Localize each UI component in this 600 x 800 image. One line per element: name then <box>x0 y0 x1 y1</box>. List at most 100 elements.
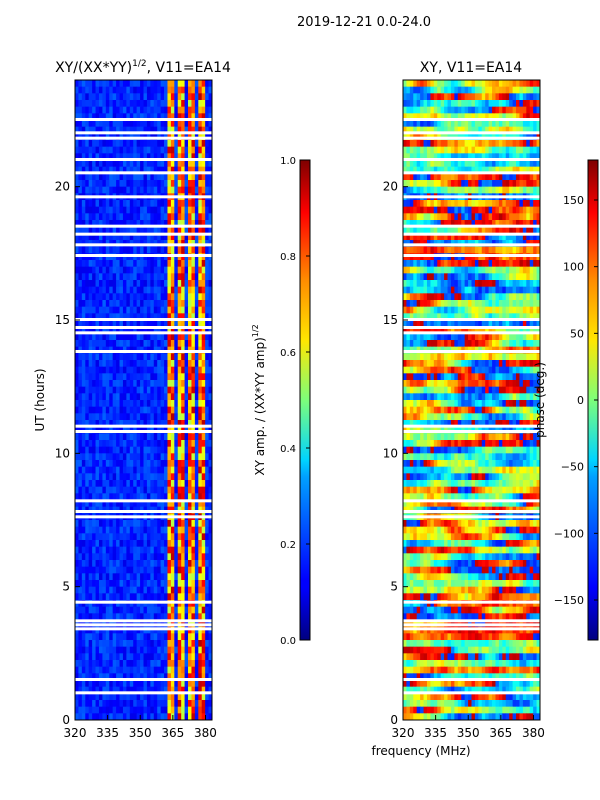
heatmap-cell <box>92 566 96 574</box>
heatmap-cell <box>119 640 124 648</box>
heatmap-cell <box>88 186 93 194</box>
heatmap-cell <box>205 526 209 534</box>
heatmap-cell <box>119 200 124 208</box>
heatmap-cell <box>116 540 120 548</box>
heatmap-cell <box>208 313 213 321</box>
heatmap-cell <box>119 466 124 474</box>
heatmap-cell <box>109 286 114 294</box>
heatmap-cell <box>188 300 192 308</box>
heatmap-cell <box>78 706 83 714</box>
heatmap-cell <box>85 200 90 208</box>
heatmap-cell <box>98 140 103 148</box>
heatmap-cell <box>146 466 151 474</box>
heatmap-cell <box>150 106 155 114</box>
heatmap-cell <box>129 180 134 188</box>
heatmap-cell <box>498 186 503 194</box>
heatmap-cell <box>129 473 134 481</box>
heatmap-cell <box>170 460 175 468</box>
heatmap-cell <box>105 473 110 481</box>
heatmap-cell <box>119 353 124 361</box>
heatmap-cell <box>468 86 472 94</box>
heatmap-cell <box>167 386 172 394</box>
heatmap-cell <box>188 246 192 254</box>
heatmap-cell <box>416 226 421 234</box>
heatmap-cell <box>181 93 185 101</box>
heatmap-cell <box>92 366 96 374</box>
heatmap-cell <box>426 226 431 234</box>
heatmap-cell <box>116 686 120 694</box>
heatmap-cell <box>92 280 96 288</box>
heatmap-cell <box>75 300 79 308</box>
heatmap-cell <box>194 660 199 668</box>
heatmap-cell <box>205 293 209 301</box>
heatmap-cell <box>471 113 476 121</box>
heatmap-cell <box>485 226 490 234</box>
heatmap-cell <box>184 680 189 688</box>
heatmap-cell <box>88 580 93 588</box>
heatmap-cell <box>194 206 199 214</box>
heatmap-cell <box>98 206 103 214</box>
heatmap-cell <box>140 700 144 708</box>
heatmap-cell <box>461 213 466 221</box>
heatmap-cell <box>119 500 124 508</box>
heatmap-cell <box>533 86 537 94</box>
heatmap-cell <box>98 146 103 154</box>
x-tick-label: 350 <box>129 726 152 740</box>
heatmap-cell <box>450 233 455 241</box>
heatmap-cell <box>444 213 448 221</box>
heatmap-cell <box>174 266 179 274</box>
heatmap-cell <box>95 226 100 234</box>
heatmap-cell <box>81 320 86 328</box>
heatmap-cell <box>136 120 141 128</box>
heatmap-cell <box>109 93 114 101</box>
heatmap-cell <box>188 333 192 341</box>
heatmap-cell <box>75 606 79 614</box>
heatmap-cell <box>78 493 83 501</box>
heatmap-cell <box>78 480 83 488</box>
heatmap-cell <box>81 466 86 474</box>
heatmap-cell <box>81 526 86 534</box>
heatmap-cell <box>198 306 203 314</box>
heatmap-cell <box>160 553 165 561</box>
heatmap-cell <box>88 566 93 574</box>
heatmap-cell <box>481 206 486 214</box>
heatmap-cell <box>198 233 203 241</box>
heatmap-cell <box>116 440 120 448</box>
heatmap-cell <box>140 640 144 648</box>
heatmap-cell <box>153 180 158 188</box>
heatmap-cell <box>177 320 182 328</box>
heatmap-cell <box>109 86 114 94</box>
heatmap-cell <box>208 306 213 314</box>
heatmap-cell <box>177 280 182 288</box>
heatmap-cell <box>122 666 127 674</box>
heatmap-cell <box>136 406 141 414</box>
heatmap-cell <box>208 586 213 594</box>
heatmap-cell <box>129 220 134 228</box>
heatmap-cell <box>191 366 196 374</box>
heatmap-cell <box>119 553 124 561</box>
heatmap-cell <box>140 473 144 481</box>
heatmap-cell <box>423 200 428 208</box>
heatmap-cell <box>119 653 124 661</box>
heatmap-cell <box>201 446 206 454</box>
heatmap-cell <box>78 573 83 581</box>
heatmap-cell <box>413 140 418 148</box>
heatmap-cell <box>509 93 513 101</box>
heatmap-cell <box>450 106 455 114</box>
heatmap-cell <box>109 206 114 214</box>
heatmap-cell <box>167 266 172 274</box>
heatmap-cell <box>85 673 90 681</box>
heatmap-cell <box>153 646 158 654</box>
heatmap-cell <box>177 86 182 94</box>
heatmap-cell <box>208 420 213 428</box>
heatmap-cell <box>191 680 196 688</box>
heatmap-cell <box>474 120 479 128</box>
heatmap-cell <box>153 593 158 601</box>
heatmap-cell <box>167 646 172 654</box>
heatmap-cell <box>174 546 179 554</box>
heatmap-cell <box>181 366 185 374</box>
heatmap-cell <box>505 140 510 148</box>
heatmap-cell <box>146 206 151 214</box>
heatmap-cell <box>143 140 148 148</box>
heatmap-cell <box>509 220 513 228</box>
